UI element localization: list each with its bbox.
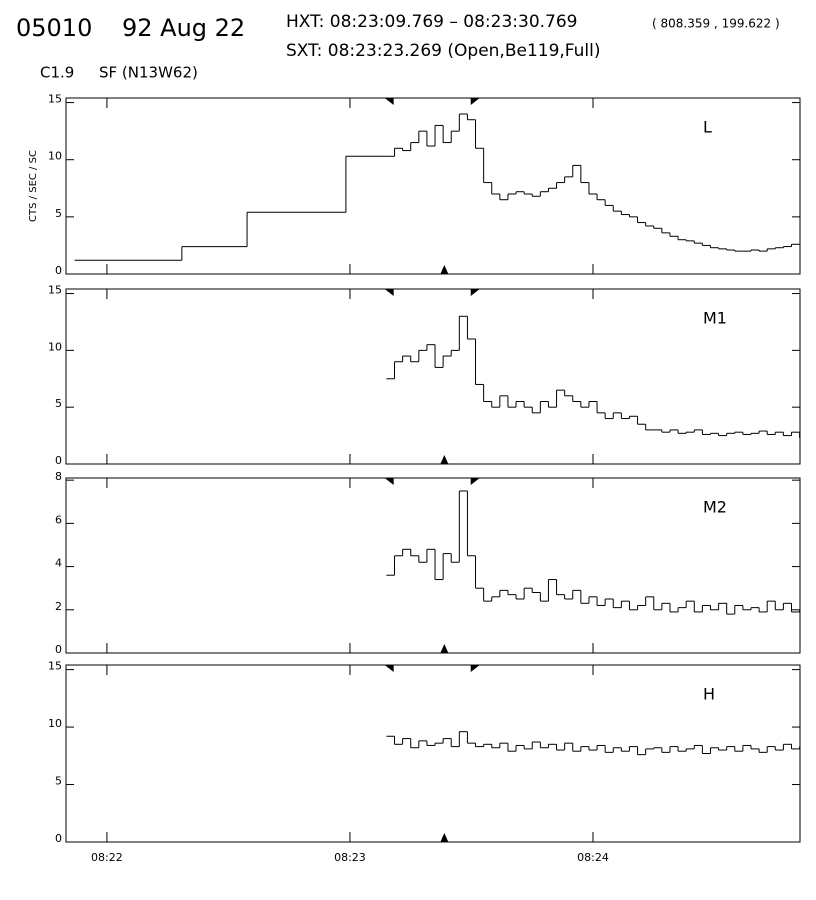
hxt-marker — [470, 665, 480, 672]
x-tick-label: 08:24 — [577, 851, 609, 864]
hxt-time: HXT: 08:23:09.769 – 08:23:30.769 — [286, 12, 578, 32]
hxt-marker — [384, 478, 394, 485]
sxt-time: SXT: 08:23:23.269 (Open,Be119,Full) — [286, 41, 601, 61]
goes-class: C1.9 — [40, 64, 74, 82]
y-tick-label: 6 — [55, 513, 62, 526]
y-tick-label: 5 — [55, 775, 62, 788]
y-tick-label: 15 — [48, 93, 62, 106]
sxt-marker — [440, 644, 449, 653]
y-tick-label: 2 — [55, 600, 62, 613]
flare-class: SF (N13W62) — [99, 64, 198, 82]
y-tick-label: 0 — [55, 832, 62, 845]
sxt-marker — [440, 833, 449, 842]
panel-label: M2 — [703, 498, 727, 517]
step-riser — [394, 490, 801, 615]
x-tick-label: 08:23 — [334, 851, 366, 864]
panel-label: H — [703, 685, 715, 704]
hxt-marker — [384, 98, 394, 105]
panel-label: M1 — [703, 309, 727, 328]
y-tick-label: 0 — [55, 454, 62, 467]
hxt-marker — [470, 478, 480, 485]
y-tick-label: 4 — [55, 557, 62, 570]
panel-frame — [65, 288, 801, 465]
y-tick-label: 5 — [55, 207, 62, 220]
coords: ( 808.359 , 199.622 ) — [652, 17, 780, 31]
panel-frame — [65, 477, 801, 654]
obs-date: 92 Aug 22 — [122, 14, 245, 42]
sxt-marker — [440, 455, 449, 464]
y-tick-label: 15 — [48, 284, 62, 297]
y-axis-label: CTS / SEC / SC — [28, 150, 39, 222]
panel-label: L — [703, 118, 712, 137]
y-tick-label: 15 — [48, 660, 62, 673]
y-tick-label: 5 — [55, 397, 62, 410]
step-riser — [394, 316, 801, 438]
hxt-marker — [470, 98, 480, 105]
y-tick-label: 10 — [48, 150, 62, 163]
obs-id: 05010 — [16, 14, 92, 42]
y-tick-label: 8 — [55, 470, 62, 483]
x-tick-label: 08:22 — [91, 851, 123, 864]
y-tick-label: 0 — [55, 643, 62, 656]
sxt-marker — [440, 265, 449, 274]
hxt-marker — [384, 665, 394, 672]
hxt-marker — [470, 289, 480, 296]
y-tick-label: 10 — [48, 717, 62, 730]
hxt-marker — [384, 289, 394, 296]
panel-frame — [65, 97, 801, 275]
panel-frame — [65, 664, 801, 843]
step-riser — [181, 114, 792, 261]
y-tick-label: 0 — [55, 264, 62, 277]
y-tick-label: 10 — [48, 340, 62, 353]
step-riser — [394, 731, 801, 755]
